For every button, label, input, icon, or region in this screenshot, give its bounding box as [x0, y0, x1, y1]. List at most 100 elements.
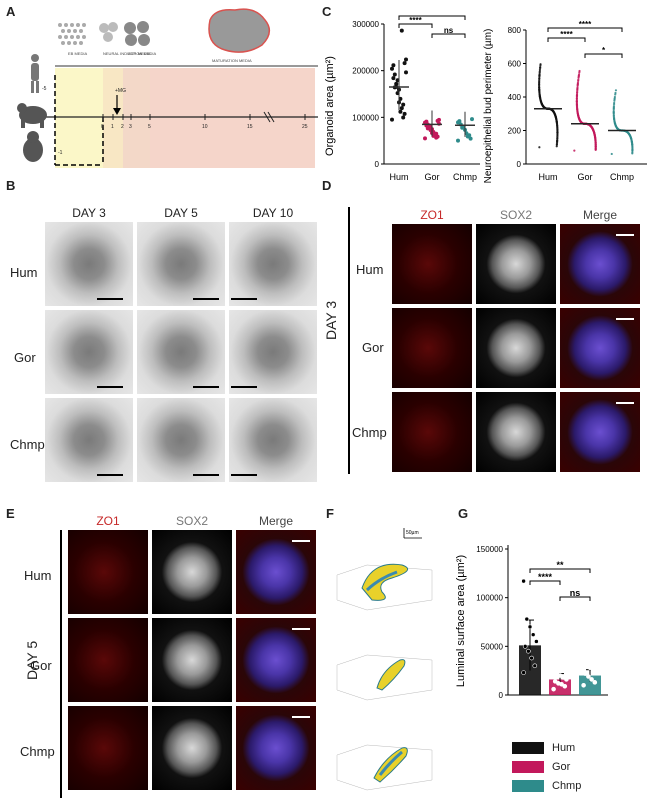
3d-lumen-renderings: 50µm [336, 528, 433, 791]
scale-label: 50µm [406, 530, 419, 536]
data-point [613, 97, 616, 100]
col-title-day5: DAY 5 [164, 206, 198, 220]
data-point [551, 686, 556, 692]
row-label-gor: Gor [14, 350, 36, 365]
row-label-hum: Hum [356, 262, 384, 277]
data-point [538, 90, 541, 93]
3d-plot-gor [336, 654, 433, 701]
tick-label: 25 [302, 124, 308, 130]
data-point [521, 670, 526, 675]
sox2-image [152, 706, 232, 790]
data-point [542, 105, 545, 108]
data-point [553, 113, 557, 116]
tick-label: 10 [202, 124, 208, 130]
data-point [631, 152, 634, 155]
x-tick-label: Gor [424, 172, 439, 182]
data-point [576, 86, 579, 89]
data-point [556, 140, 559, 143]
data-point [399, 28, 404, 33]
data-point [612, 111, 615, 114]
panel-a-timeline: EB MEDIA NEURAL INDUCTION MEDIA EXP. MED… [0, 0, 320, 170]
data-point [530, 632, 536, 637]
data-point [534, 639, 539, 644]
sig-label: ** [556, 560, 564, 570]
chimp-icon [23, 131, 43, 162]
y-tick-label: 50000 [481, 642, 504, 651]
data-point [526, 648, 531, 654]
row-label-chmp: Chmp [20, 744, 55, 759]
data-point [573, 149, 576, 152]
y-tick-label: 200 [508, 127, 522, 136]
neg-tick: -5 [42, 86, 47, 92]
y-tick-label: 100000 [476, 594, 503, 603]
y-tick-label: 600 [508, 60, 522, 69]
sox2-image [476, 392, 556, 472]
data-point [538, 93, 541, 96]
data-point [589, 677, 594, 682]
data-point [556, 133, 559, 136]
data-point [468, 136, 473, 141]
exp-media-icon [124, 21, 150, 46]
brightfield-image [137, 222, 225, 306]
panel-label-a: A [6, 4, 16, 19]
legend-label: Hum [552, 741, 576, 754]
col-title-day10: DAY 10 [252, 206, 294, 220]
data-point [616, 127, 619, 130]
sig-label: **** [426, 14, 439, 17]
data-point [578, 69, 581, 73]
tick-label: 3 [129, 124, 132, 130]
data-point [554, 115, 557, 118]
luminal-area-chart: Luminal surface area (µm²) 0 50000 100000 1… [455, 545, 608, 700]
data-point [391, 76, 396, 81]
zo1-image [392, 392, 472, 472]
data-point [465, 134, 470, 139]
data-point [576, 81, 580, 84]
data-point [577, 75, 580, 78]
data-point [576, 88, 579, 91]
data-point [522, 644, 528, 649]
sig-bracket [529, 568, 591, 573]
data-point [402, 111, 407, 116]
sig-bracket [559, 596, 591, 601]
tick-label: 15 [247, 124, 253, 130]
tick-label: 1 [111, 124, 114, 130]
data-point [594, 141, 597, 144]
y-tick-label: 150000 [476, 545, 503, 554]
data-point [576, 108, 579, 111]
col-title-day3: DAY 3 [72, 206, 106, 220]
media-label: NEURAL INDUCTION MEDIA [103, 51, 157, 56]
data-point [538, 70, 541, 73]
row-label-hum: Hum [24, 568, 52, 583]
data-point [556, 125, 559, 129]
zo1-image [68, 618, 148, 702]
data-point [556, 128, 559, 131]
human-icon [31, 54, 39, 93]
data-point [529, 655, 534, 661]
organoid-area-chart: Organoid area (µm²) 0100000200000300000 … [324, 14, 480, 182]
data-point [575, 105, 579, 108]
data-point [579, 120, 583, 124]
sox2-image [152, 530, 232, 614]
legend-swatch [512, 741, 544, 754]
zo1-image [392, 308, 472, 388]
x-tick-label: Chmp [610, 172, 634, 182]
legend-item: Gor [512, 757, 632, 776]
data-point [612, 103, 616, 106]
data-point [404, 57, 408, 62]
y-tick-label: 400 [508, 93, 522, 102]
x-tick-label: Gor [577, 172, 592, 182]
sig-label: **** [538, 572, 553, 582]
data-point [524, 616, 530, 622]
data-point [460, 125, 465, 130]
data-point [391, 63, 396, 68]
3d-plot-hum [336, 563, 433, 611]
data-point [423, 136, 427, 141]
divider-line [348, 207, 350, 474]
brightfield-image [45, 222, 133, 306]
data-point [587, 665, 593, 671]
sig-bracket [529, 580, 561, 585]
data-point [538, 68, 542, 71]
sig-bracket [547, 27, 623, 32]
bud-perimeter-chart: Neuroepithelial bud perimeter (µm) 0 200 4… [483, 20, 647, 183]
data-point [612, 115, 615, 118]
